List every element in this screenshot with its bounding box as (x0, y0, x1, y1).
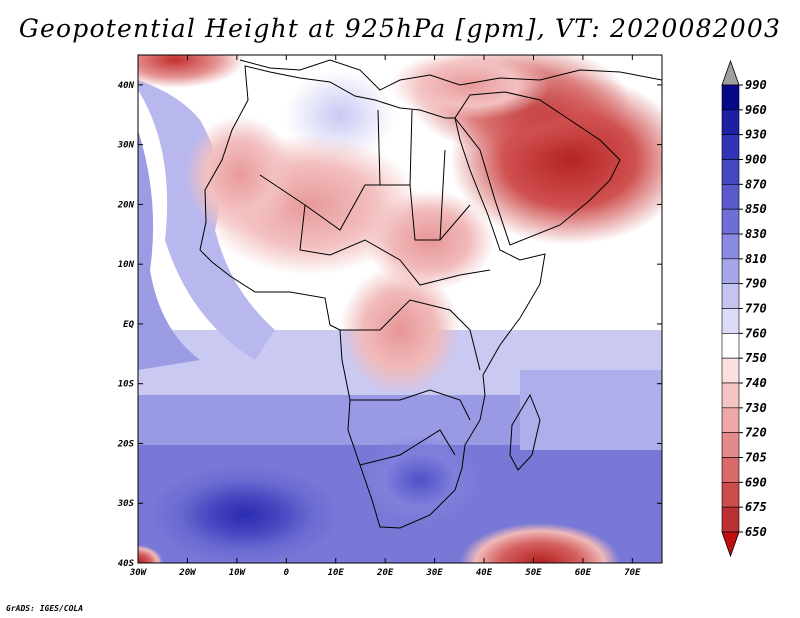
map-title: Geopotential Height at 925hPa [gpm], VT:… (18, 14, 782, 43)
colorbar-level-label: 705 (745, 451, 767, 465)
lat-tick-label: 30N (117, 141, 135, 151)
lon-tick-label: 30W (129, 568, 148, 578)
lon-tick-label: 20W (178, 568, 197, 578)
colorbar-level-label: 790 (745, 277, 767, 291)
lon-tick-label: 40E (476, 568, 493, 578)
lon-tick-label: 60E (575, 568, 592, 578)
latitude-axis: 40N 30N 20N 10N EQ 10S 20S 30S 40S (117, 81, 662, 569)
map-frame (137, 54, 663, 564)
colorbar-swatch (721, 159, 740, 185)
colorbar-swatch (721, 233, 740, 260)
lon-tick-label: 70E (624, 568, 641, 578)
colorbar-swatch (721, 506, 740, 533)
colorbar-swatch (721, 84, 740, 111)
colorbar-level-label: 930 (745, 128, 767, 142)
colorbar-level-label: 650 (745, 525, 767, 539)
colorbar-level-label: 730 (745, 401, 767, 415)
colorbar-level-label: 810 (745, 252, 767, 266)
colorbar-swatch (721, 457, 740, 483)
colorbar-swatch (721, 208, 740, 235)
colorbar-level-label: 690 (745, 475, 767, 489)
lon-tick-label: 10W (229, 568, 247, 578)
coastlines (199, 59, 662, 529)
colorbar-swatch (721, 432, 740, 458)
colorbar-level-label: 850 (745, 202, 767, 216)
colorbar-level-label: 990 (745, 78, 767, 92)
colorbar-level-label: 750 (745, 351, 767, 365)
colorbar-level-label: 675 (745, 500, 767, 514)
colorbar-level-label: 900 (745, 153, 767, 167)
colorbar-level-label: 870 (745, 177, 767, 191)
colorbar-swatch (721, 308, 740, 334)
lon-tick-label: 10E (328, 568, 345, 578)
colorbar-swatch (721, 357, 740, 384)
colorbar-swatch (721, 283, 740, 309)
colorbar-swatch (721, 482, 740, 508)
colorbar-top-arrow (721, 59, 740, 86)
colorbar-swatch (721, 258, 740, 284)
colorbar-swatch (721, 134, 740, 160)
colorbar-bottom-arrow (721, 531, 740, 558)
lon-tick-label: 50E (525, 568, 542, 578)
lat-tick-label: 40N (118, 81, 135, 91)
grads-credit: GrADS: IGES/COLA (6, 604, 84, 613)
lat-tick-label: 10N (118, 260, 135, 270)
lon-tick-label: 0 (284, 568, 290, 578)
colorbar-swatch (721, 407, 740, 433)
colorbar-swatch (721, 109, 740, 135)
colorbar-level-label: 720 (745, 426, 767, 440)
lat-tick-label: 20S (117, 439, 135, 449)
colorbar-swatch (721, 184, 740, 210)
lat-tick-label: 20N (117, 200, 135, 210)
lon-tick-label: 20E (376, 568, 394, 578)
colorbar-swatch (721, 333, 740, 359)
lat-tick-label: 40S (118, 559, 135, 569)
colorbar: 990 960 930 900 870 850 830 810 790 770 760 750 740 7… (721, 59, 767, 558)
colorbar-level-label: 760 (745, 326, 767, 340)
colorbar-swatch (721, 382, 740, 409)
colorbar-level-label: 770 (745, 302, 767, 316)
longitude-axis: 30W 20W 10W 0 10E 20E 30E 40E 50E 60E 70E (129, 55, 641, 578)
lat-tick-label: EQ (123, 320, 134, 330)
height-field (138, 55, 662, 563)
colorbar-level-label: 740 (745, 376, 767, 390)
lat-tick-label: 10S (118, 380, 135, 390)
colorbar-level-label: 960 (745, 103, 767, 117)
colorbar-level-label: 830 (745, 227, 767, 241)
lat-tick-label: 30S (117, 499, 135, 509)
lon-tick-label: 30E (425, 568, 443, 578)
